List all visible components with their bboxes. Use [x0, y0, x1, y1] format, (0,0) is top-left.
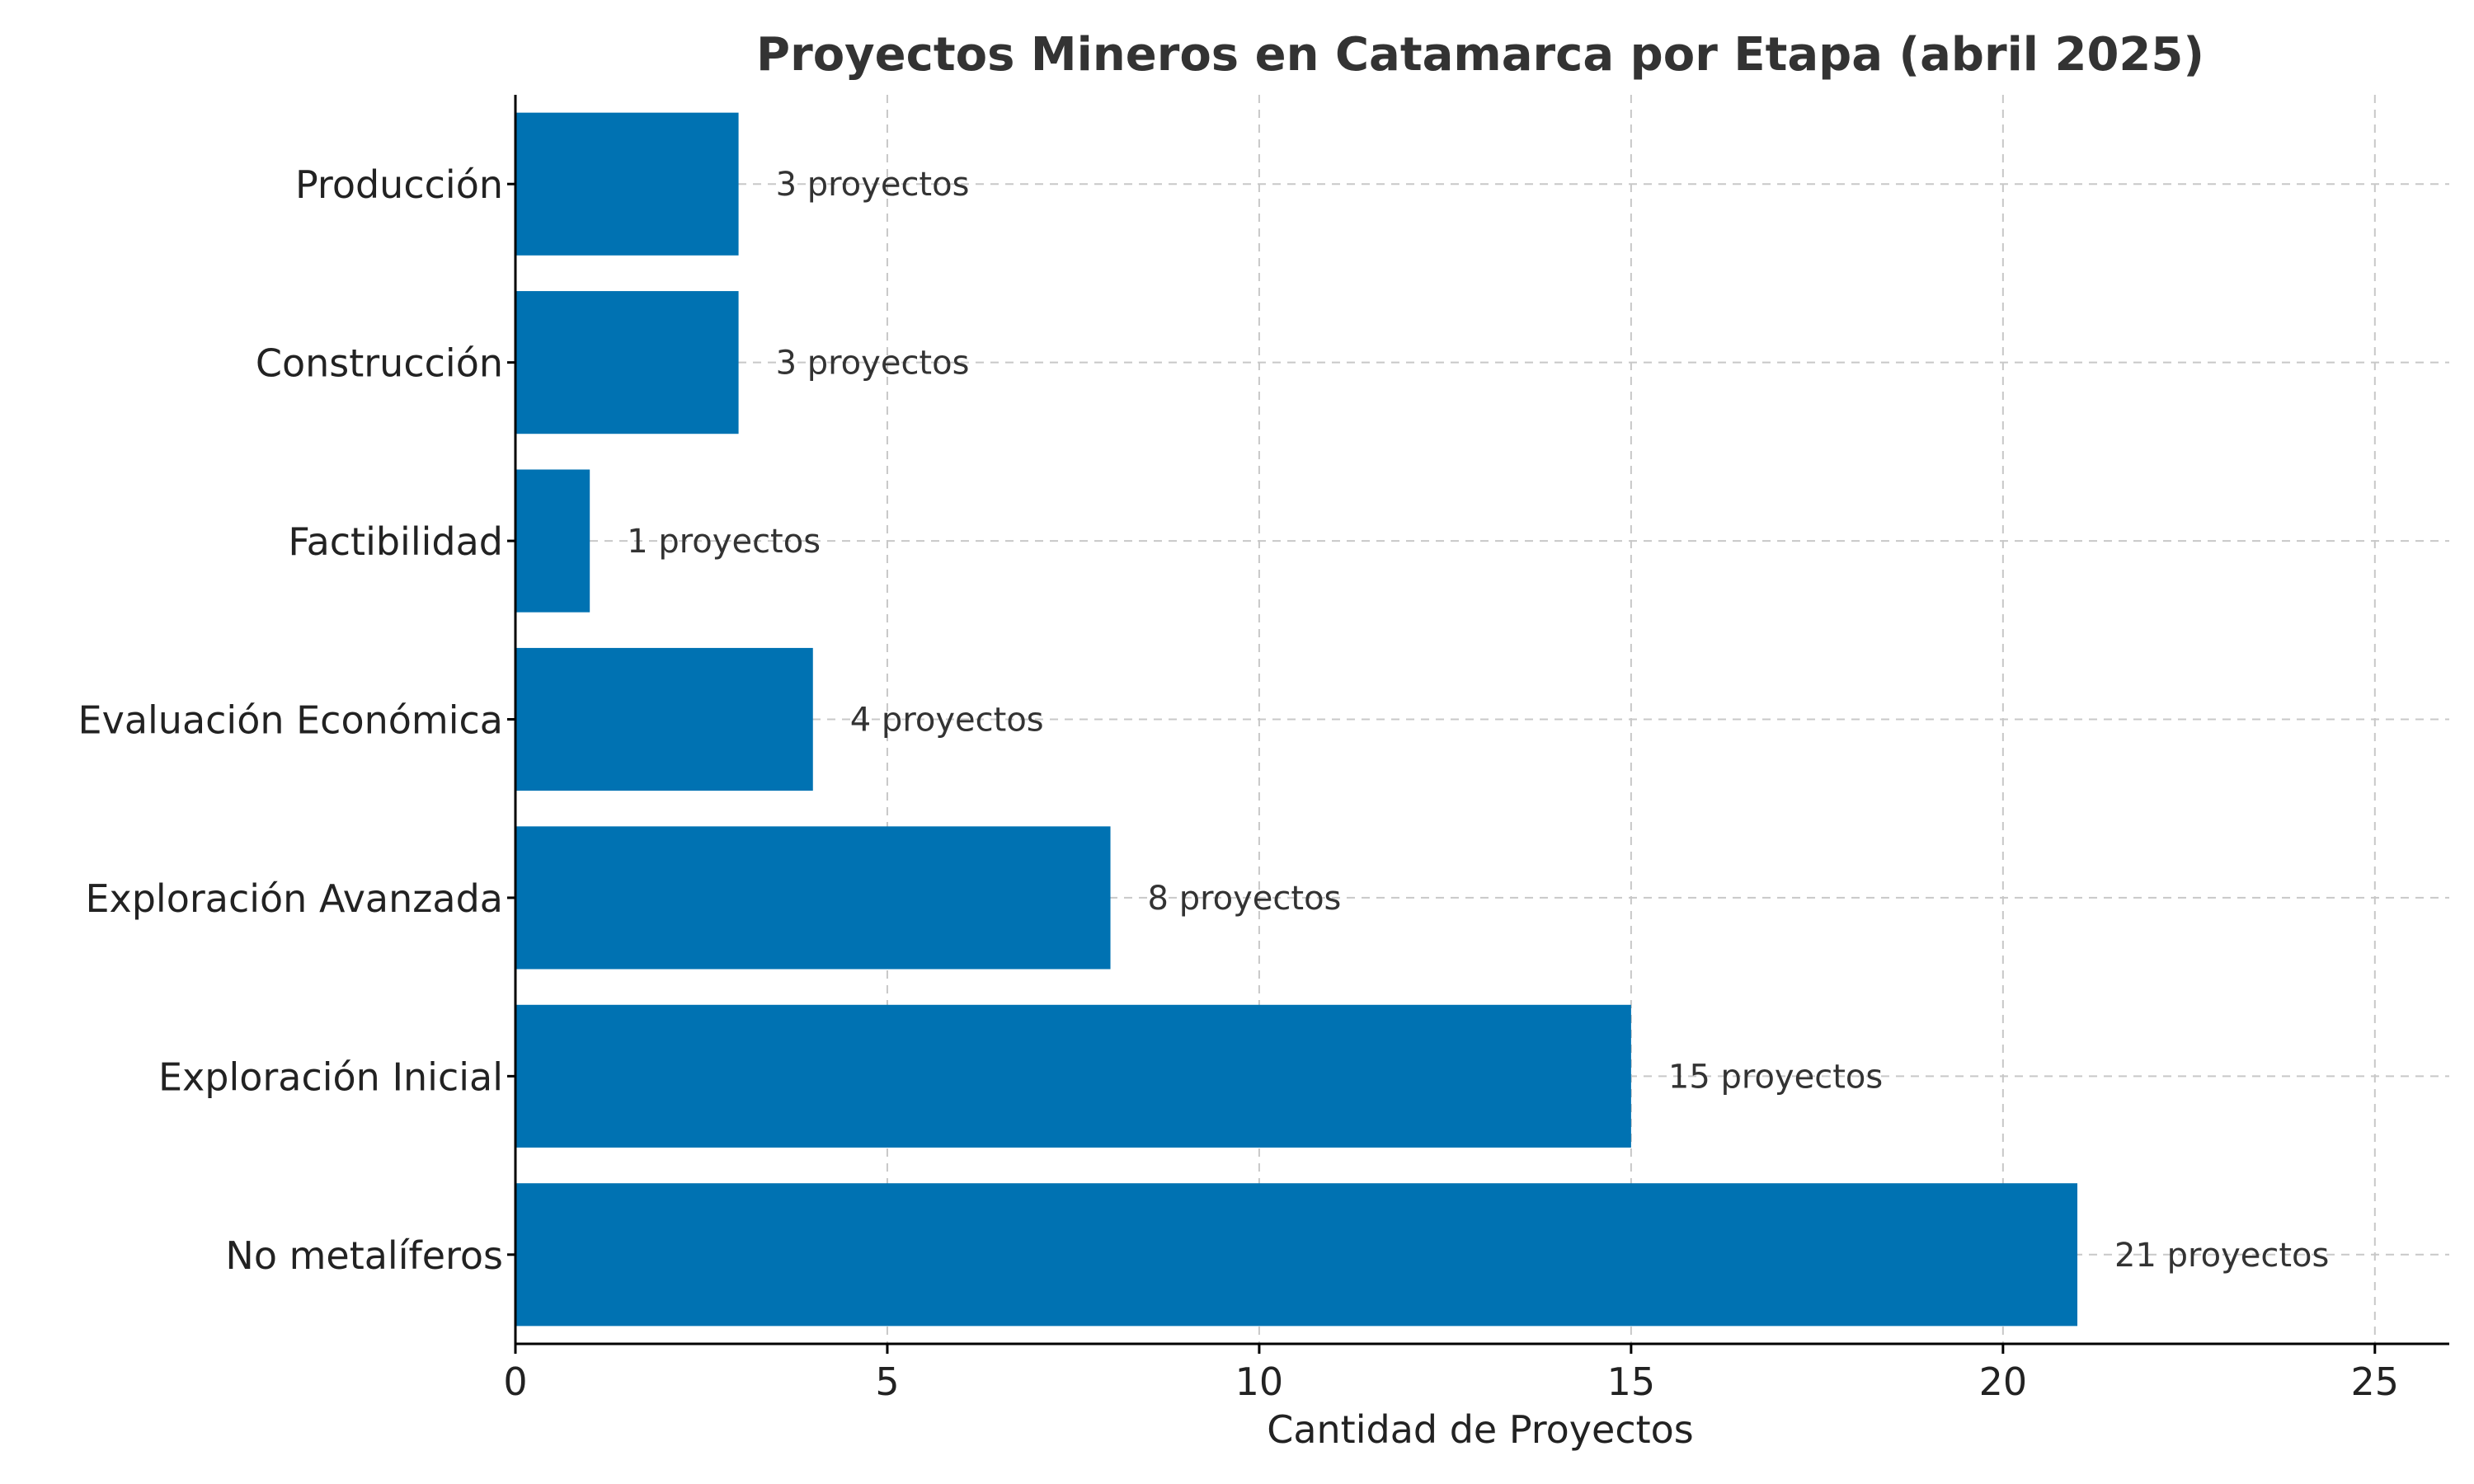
- x-tick-label: 0: [503, 1360, 527, 1404]
- x-axis-label: Cantidad de Proyectos: [1267, 1407, 1694, 1452]
- bar: [515, 826, 1111, 970]
- x-tick-label: 25: [2351, 1360, 2400, 1404]
- bar: [515, 112, 739, 256]
- chart-title: Proyectos Mineros en Catamarca por Etapa…: [756, 28, 2204, 82]
- y-tick-label: Construcción: [256, 341, 503, 386]
- data-label: 3 proyectos: [776, 345, 970, 383]
- y-tick-label: Evaluación Económica: [78, 698, 503, 743]
- x-tick-label: 15: [1607, 1360, 1656, 1404]
- bar: [515, 1183, 2078, 1327]
- data-label: 1 proyectos: [627, 523, 821, 561]
- bar: [515, 291, 739, 434]
- data-label: 15 proyectos: [1668, 1058, 1883, 1096]
- bar: [515, 469, 590, 613]
- x-tick-label: 5: [875, 1360, 899, 1404]
- axes-layer: [507, 95, 2449, 1354]
- data-label: 3 proyectos: [776, 166, 970, 204]
- y-tick-label: Exploración Avanzada: [85, 876, 503, 921]
- x-tick-label: 20: [1979, 1360, 2028, 1404]
- bars-layer: [515, 112, 2078, 1327]
- y-tick-label: Producción: [295, 162, 503, 207]
- labels-layer: 3 proyectos 3 proyectos 1 proyectos 4 proye…: [78, 162, 2400, 1404]
- data-label: 8 proyectos: [1148, 880, 1342, 918]
- y-tick-label: Factibilidad: [288, 519, 503, 564]
- data-label: 4 proyectos: [850, 702, 1044, 740]
- y-tick-label: Exploración Inicial: [158, 1054, 503, 1099]
- y-tick-label: No metalíferos: [225, 1233, 503, 1278]
- bar: [515, 1004, 1631, 1148]
- bar: [515, 647, 813, 791]
- data-label: 21 proyectos: [2114, 1237, 2329, 1275]
- x-tick-label: 10: [1235, 1360, 1284, 1404]
